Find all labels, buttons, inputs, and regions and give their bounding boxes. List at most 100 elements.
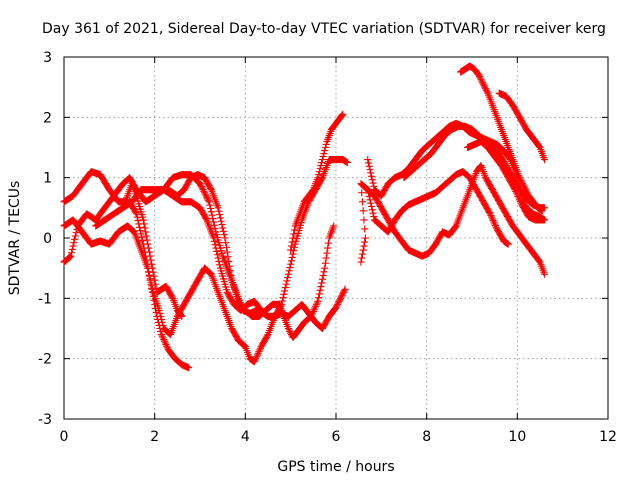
data-point xyxy=(341,285,349,293)
data-point xyxy=(150,296,158,304)
x-axis-label: GPS time / hours xyxy=(277,459,394,475)
data-point xyxy=(281,287,289,295)
gridlines xyxy=(64,57,608,419)
data-point xyxy=(367,202,376,211)
data-point xyxy=(133,213,141,221)
data-point xyxy=(286,263,294,272)
data-point xyxy=(219,272,227,280)
data-point xyxy=(214,204,222,212)
data-point xyxy=(144,264,152,272)
data-point xyxy=(343,159,351,167)
data-point xyxy=(540,270,549,278)
data-point xyxy=(213,233,221,241)
x-tick-label: 0 xyxy=(60,429,69,445)
data-point xyxy=(145,272,153,280)
data-point xyxy=(224,253,232,261)
data-point xyxy=(141,248,149,256)
data-point xyxy=(147,280,155,288)
data-point xyxy=(148,284,156,292)
data-point xyxy=(216,214,224,222)
data-point xyxy=(223,248,231,256)
chart-title: Day 361 of 2021, Sidereal Day-to-day VTE… xyxy=(42,21,606,37)
data-point xyxy=(321,146,329,155)
data-point xyxy=(227,271,235,280)
data-point xyxy=(214,254,222,262)
data-point xyxy=(280,290,288,298)
data-point xyxy=(210,221,218,229)
data-point xyxy=(136,223,144,231)
x-tick-label: 4 xyxy=(241,429,250,445)
y-tick-label: 1 xyxy=(43,171,52,187)
data-point xyxy=(319,153,327,161)
data-point xyxy=(219,227,227,235)
series-arc-13 xyxy=(495,89,549,164)
data-point xyxy=(216,264,224,272)
data-point xyxy=(207,208,215,216)
data-point xyxy=(71,235,79,243)
data-point xyxy=(151,300,159,308)
data-point xyxy=(314,174,322,182)
data-point xyxy=(369,179,377,187)
data-point xyxy=(66,253,74,261)
data-point xyxy=(292,237,300,245)
data-point xyxy=(218,269,226,278)
data-point xyxy=(153,312,161,320)
data-point xyxy=(218,249,226,257)
data-point xyxy=(70,239,78,247)
data-point xyxy=(278,297,286,305)
data-point xyxy=(154,315,162,323)
data-point xyxy=(318,159,326,167)
data-point xyxy=(155,321,163,330)
data-point xyxy=(152,308,160,316)
data-point xyxy=(136,205,144,213)
data-point xyxy=(361,238,369,246)
data-point xyxy=(222,286,230,294)
data-point xyxy=(134,217,142,225)
data-point xyxy=(212,244,220,252)
data-point xyxy=(142,252,150,260)
data-point xyxy=(365,162,373,170)
data-point xyxy=(213,251,221,259)
data-point xyxy=(321,143,329,152)
data-point xyxy=(135,200,143,208)
series-arc-12 xyxy=(457,62,546,215)
data-point xyxy=(222,243,230,251)
data-point xyxy=(318,156,326,164)
data-point xyxy=(290,243,298,251)
data-point xyxy=(315,290,323,298)
data-point xyxy=(213,247,221,255)
data-point xyxy=(156,309,164,317)
data-point xyxy=(213,231,221,239)
data-point xyxy=(287,257,295,265)
series-arc-14 xyxy=(463,137,549,224)
x-tick-label: 12 xyxy=(599,429,617,445)
data-point xyxy=(208,211,216,219)
data-point xyxy=(284,270,292,278)
data-point xyxy=(219,275,227,283)
data-point xyxy=(216,261,224,269)
data-point xyxy=(206,201,214,209)
data-point xyxy=(315,171,323,179)
data-point xyxy=(322,254,330,262)
data-point xyxy=(137,230,145,238)
data-point xyxy=(358,189,366,197)
data-point xyxy=(290,226,298,234)
data-point xyxy=(289,234,297,242)
data-point xyxy=(361,234,370,242)
data-point xyxy=(504,240,512,248)
data-point xyxy=(217,247,225,255)
data-point xyxy=(293,235,301,243)
data-point xyxy=(367,199,375,207)
y-tick-label: -1 xyxy=(38,291,52,307)
data-point xyxy=(318,279,326,287)
data-point xyxy=(151,304,159,312)
data-point xyxy=(366,166,374,174)
data-point xyxy=(359,207,367,215)
data-point xyxy=(218,221,226,229)
y-tick-label: 0 xyxy=(43,231,52,247)
data-point xyxy=(287,260,295,268)
data-point xyxy=(288,253,296,261)
data-point xyxy=(367,169,375,177)
data-point xyxy=(317,162,325,170)
